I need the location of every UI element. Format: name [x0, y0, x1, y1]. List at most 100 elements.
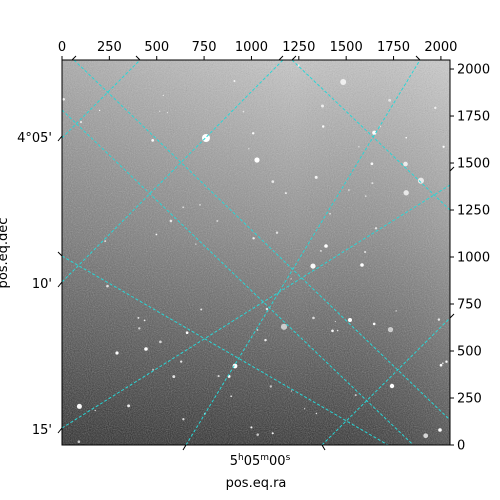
- right-tick-label: 1750: [457, 110, 490, 125]
- star: [388, 98, 392, 102]
- dec-tick-label: 4°05': [17, 131, 52, 146]
- star: [230, 395, 233, 398]
- star: [348, 318, 352, 322]
- star: [182, 206, 185, 209]
- star: [217, 375, 220, 378]
- star: [76, 403, 82, 409]
- star: [389, 383, 395, 389]
- star: [371, 182, 374, 185]
- star: [264, 338, 267, 342]
- grid-line: [62, 255, 389, 445]
- right-pixel-axis: 0 250 500 750 1000 1250 1500 1750 2000: [450, 63, 490, 454]
- star: [336, 329, 339, 332]
- star: [185, 331, 189, 335]
- star: [364, 195, 367, 197]
- star: [348, 189, 350, 191]
- star: [144, 347, 148, 351]
- star: [363, 250, 367, 254]
- star: [151, 139, 155, 142]
- star: [314, 175, 318, 179]
- star: [441, 362, 444, 365]
- top-pixel-axis: 0 250 500 750 1000 1250 1500 1750 2000: [58, 40, 457, 60]
- star: [182, 418, 185, 421]
- grid-line: [62, 184, 450, 429]
- star: [329, 212, 331, 215]
- star: [360, 263, 364, 267]
- dec-tick-label: 15': [32, 423, 52, 438]
- star: [324, 244, 328, 248]
- star: [442, 145, 445, 148]
- grid-line: [62, 60, 284, 283]
- right-tick-label: 0: [457, 439, 465, 454]
- star: [250, 426, 253, 429]
- right-tick-label: 2000: [457, 63, 490, 78]
- star: [334, 320, 337, 323]
- star: [251, 132, 255, 135]
- star: [152, 368, 155, 371]
- star: [77, 440, 81, 444]
- sky-image: [62, 60, 450, 445]
- star: [297, 64, 300, 67]
- star: [271, 432, 274, 435]
- ra-tick-label: 5h05m00s: [230, 453, 291, 469]
- star: [303, 408, 306, 410]
- x-axis-label: pos.eq.ra: [226, 476, 287, 491]
- star: [79, 121, 83, 124]
- star: [271, 180, 275, 183]
- star: [284, 192, 287, 195]
- star: [248, 148, 250, 150]
- star: [195, 243, 197, 245]
- grid-line: [321, 317, 450, 445]
- star: [405, 136, 408, 139]
- star: [138, 327, 141, 330]
- star: [387, 326, 394, 333]
- star: [423, 433, 429, 439]
- star: [159, 110, 161, 112]
- star: [434, 106, 437, 110]
- star: [180, 360, 183, 363]
- star: [445, 360, 448, 363]
- star: [252, 237, 255, 240]
- star: [315, 412, 318, 415]
- star: [233, 80, 236, 82]
- star: [159, 340, 162, 344]
- top-tick-label: 0: [58, 40, 66, 55]
- y-axis-label: pos.eq.dec: [0, 218, 11, 289]
- star: [143, 319, 146, 322]
- star: [256, 433, 259, 436]
- star: [439, 363, 443, 367]
- star: [354, 394, 357, 397]
- top-tick-label: 750: [192, 40, 217, 55]
- star: [104, 240, 107, 243]
- star: [256, 329, 259, 331]
- coordinate-grid: [62, 60, 450, 445]
- top-tick-label: 1500: [330, 40, 363, 55]
- star: [94, 409, 96, 412]
- top-tick-label: 1000: [235, 40, 268, 55]
- star-field: [62, 64, 448, 444]
- star: [340, 79, 347, 85]
- star: [137, 316, 140, 319]
- star: [417, 177, 424, 184]
- star: [437, 318, 441, 321]
- plot-frame: [61, 59, 451, 446]
- top-tick-label: 1750: [377, 40, 410, 55]
- star: [254, 157, 260, 163]
- star: [200, 308, 203, 311]
- grid-line: [185, 60, 421, 445]
- star: [319, 249, 322, 252]
- star: [275, 231, 279, 234]
- star: [62, 97, 66, 101]
- star: [162, 94, 164, 97]
- grid-line: [62, 109, 415, 445]
- edge-tick-marks: [57, 55, 455, 319]
- right-tick-label: 250: [457, 392, 482, 407]
- star: [395, 310, 397, 312]
- star: [403, 190, 409, 196]
- star: [166, 111, 169, 114]
- star: [290, 390, 293, 392]
- star: [265, 307, 269, 311]
- grid-line: [62, 60, 141, 139]
- star: [403, 161, 408, 167]
